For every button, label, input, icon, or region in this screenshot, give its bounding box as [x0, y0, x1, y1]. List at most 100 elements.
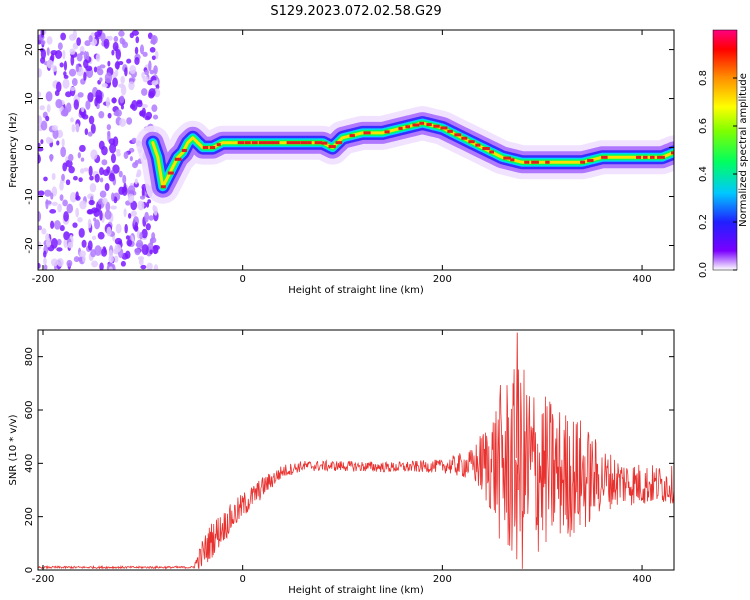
snr-line	[38, 369, 674, 570]
noise-blob	[62, 78, 70, 89]
noise-blob	[94, 31, 102, 38]
noise-blob	[154, 88, 161, 98]
ridge-peak	[286, 141, 295, 145]
noise-blob	[139, 257, 144, 263]
noise-blob	[87, 92, 94, 103]
noise-blob	[120, 260, 126, 267]
noise-blob	[72, 30, 78, 40]
noise-blob	[91, 235, 97, 241]
ridge-peak	[454, 133, 462, 137]
noise-blob	[99, 190, 107, 198]
colorbar-tick-label: 0.6	[698, 118, 709, 134]
ridge-peak	[181, 148, 187, 152]
noise-blob	[82, 114, 89, 120]
noise-blob	[79, 200, 87, 210]
ridge-peak	[328, 145, 336, 149]
noise-blob	[119, 118, 127, 127]
y-tick-label: 400	[24, 454, 35, 473]
ridge-peak	[167, 171, 174, 175]
noise-blob	[76, 37, 82, 46]
noise-blob	[122, 174, 127, 184]
y-tick-label: -10	[24, 188, 35, 204]
y-tick-label: 10	[24, 92, 35, 105]
noise-blob	[83, 71, 87, 81]
noise-blob	[75, 207, 79, 218]
noise-blob	[38, 225, 43, 231]
noise-blob	[40, 40, 46, 45]
noise-blob	[120, 75, 125, 84]
noise-blob	[131, 137, 137, 144]
y-tick-label: 800	[24, 347, 35, 366]
ridge-peak	[349, 134, 355, 138]
noise-blob	[139, 44, 145, 55]
noise-blob	[41, 228, 47, 235]
noise-blob	[84, 128, 89, 136]
ridge-peak	[300, 141, 308, 145]
noise-blob	[148, 88, 156, 98]
noise-blob	[118, 30, 125, 37]
noise-blob	[124, 250, 131, 259]
noise-blob	[141, 187, 145, 198]
noise-blob	[145, 201, 150, 208]
ridge-peak	[440, 126, 448, 130]
noise-blob	[137, 200, 145, 211]
noise-blob	[112, 41, 119, 52]
ridge-peak	[524, 160, 530, 164]
noise-blob	[130, 210, 137, 217]
noise-blob	[66, 203, 74, 214]
ridge-peak	[601, 155, 608, 159]
noise-blob	[80, 157, 85, 162]
noise-blob	[49, 153, 53, 162]
noise-blob	[56, 247, 63, 252]
noise-blob	[151, 80, 159, 86]
noise-blob	[50, 238, 58, 249]
y-tick-label: 200	[24, 507, 35, 526]
noise-blob	[141, 103, 149, 109]
noise-blob	[38, 146, 44, 152]
ridge-peak	[419, 121, 425, 125]
noise-blob	[148, 215, 154, 221]
noise-blob	[77, 217, 83, 223]
noise-blob	[51, 201, 58, 207]
noise-blob	[106, 124, 112, 131]
noise-blob	[140, 264, 147, 270]
noise-blob	[87, 209, 92, 215]
noise-blob	[51, 125, 59, 132]
noise-blob	[45, 91, 53, 102]
noise-blob	[62, 50, 66, 60]
ridge-peak	[426, 123, 432, 127]
noise-blob	[60, 146, 67, 158]
noise-blob	[93, 66, 98, 73]
noise-blob	[45, 115, 50, 122]
noise-blob	[134, 159, 139, 166]
noise-blob	[66, 259, 73, 267]
noise-blob	[112, 164, 120, 174]
noise-blob	[97, 231, 105, 240]
noise-blob	[134, 178, 138, 185]
noise-blob	[113, 255, 119, 263]
noise-blob	[109, 143, 117, 154]
noise-blob	[101, 83, 108, 88]
noise-blob	[139, 110, 146, 117]
snr-frame	[37, 329, 675, 571]
noise-blob	[114, 61, 120, 70]
noise-blob	[90, 149, 98, 160]
noise-blob	[54, 89, 60, 97]
noise-blob	[145, 223, 151, 231]
noise-blob	[67, 241, 74, 249]
noise-blob	[69, 191, 77, 203]
noise-blob	[70, 54, 75, 66]
noise-blob	[38, 211, 42, 222]
ridge-peak	[531, 160, 539, 164]
noise-blob	[153, 65, 158, 75]
noise-blob	[148, 60, 152, 72]
ridge-peak	[265, 141, 273, 145]
ridge-peak	[489, 150, 495, 154]
noise-blob	[50, 220, 55, 229]
noise-blob	[123, 151, 129, 159]
noise-blob	[91, 260, 98, 268]
colorbar: 0.0 0.2 0.4 0.6 0.8 Normalized spectral ampl…	[698, 29, 749, 278]
noise-blob	[152, 204, 156, 212]
x-tick-label: 0	[239, 574, 245, 585]
noise-blob	[77, 92, 84, 98]
